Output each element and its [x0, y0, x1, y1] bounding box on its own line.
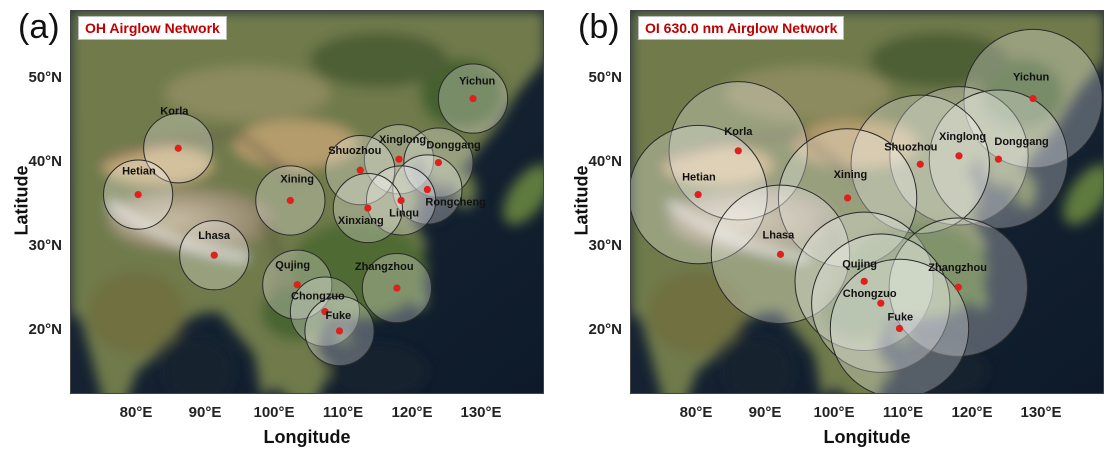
station-marker-rongcheng [423, 185, 431, 194]
station-marker-yichun [1029, 94, 1037, 103]
station-label-fuke: Fuke [326, 310, 352, 322]
station-label-rongcheng: Rongcheng [425, 197, 486, 209]
station-marker-shuozhou [916, 160, 924, 168]
station-label-xinxiang: Xinxiang [338, 215, 384, 227]
station-label-lhasa: Lhasa [198, 230, 231, 242]
station-marker-shuozhou [356, 166, 364, 174]
station-marker-xining [843, 194, 852, 202]
panel-letter: (b) [578, 8, 620, 46]
station-marker-korla [734, 147, 742, 155]
x-axis-title: Longitude [263, 427, 351, 447]
station-marker-chongzuo [877, 299, 885, 307]
lat-tick-label: 30°N [28, 237, 62, 254]
station-marker-linqu [397, 196, 405, 205]
station-marker-yichun [469, 94, 477, 103]
station-label-chongzuo: Chongzuo [291, 291, 345, 303]
station-marker-qujing [860, 277, 868, 285]
station-marker-fuke [335, 327, 344, 335]
lon-tick-label: 80°E [679, 404, 713, 421]
lat-tick-label: 50°N [588, 69, 622, 86]
lat-tick-label: 30°N [588, 237, 622, 254]
station-marker-qujing [293, 281, 301, 289]
lon-tick-label: 90°E [188, 404, 222, 421]
station-label-qujing: Qujing [842, 258, 877, 270]
station-marker-hetian [694, 190, 702, 199]
station-label-xinglong: Xinglong [939, 131, 986, 143]
station-label-xining: Xining [834, 169, 868, 181]
station-label-hetian: Hetian [122, 166, 156, 178]
terrain-layer [71, 11, 543, 393]
stations: Yichun Korla Hetian Xinglong Donggang Shuozho… [682, 72, 1050, 333]
lat-tick-label: 40°N [28, 153, 62, 170]
map-title: OI 630.0 nm Airglow Network [638, 16, 845, 40]
x-axis-title: Longitude [823, 427, 911, 447]
lon-tick-label: 120°E [951, 404, 993, 421]
station-label-xinglong: Xinglong [379, 134, 426, 146]
station-marker-zhangzhou [954, 283, 962, 291]
station-label-lhasa: Lhasa [763, 229, 796, 241]
station-label-korla: Korla [724, 126, 753, 138]
station-marker-donggang [994, 155, 1003, 163]
lat-tick-label: 20°N [28, 321, 62, 338]
lat-tick-label: 20°N [588, 321, 622, 338]
station-label-donggang: Donggang [426, 140, 480, 152]
station-marker-korla [174, 144, 182, 152]
lon-tick-label: 110°E [322, 404, 364, 421]
station-label-korla: Korla [160, 105, 189, 117]
station-label-qujing: Qujing [275, 260, 310, 272]
station-marker-xinglong [955, 152, 963, 160]
station-label-yichun: Yichun [1013, 72, 1050, 84]
map-title: OH Airglow Network [78, 16, 227, 40]
station-marker-hetian [134, 190, 142, 199]
map-oh: Yichun Korla Hetian Xinglong Donggang Shuozho… [71, 11, 543, 393]
station-marker-xinxiang [364, 204, 372, 212]
lon-tick-label: 130°E [460, 404, 502, 421]
station-label-zhangzhou: Zhangzhou [928, 262, 987, 274]
station-marker-fuke [895, 324, 904, 333]
panel-letter: (a) [18, 8, 60, 46]
panel-oi-network: (b) Yichun Korla Hetian Xinglong Donggang Shu… [556, 0, 1112, 455]
panel-oh-network: (a) Yichun Korla Hetian Xinglong Donggang Shu… [11, 8, 544, 447]
station-label-shuozhou: Shuozhou [884, 141, 937, 153]
y-axis-title: Latitude [571, 165, 592, 236]
lat-tick-label: 50°N [28, 69, 62, 86]
station-marker-xining [286, 196, 294, 205]
station-label-yichun: Yichun [459, 76, 496, 88]
lon-tick-label: 130°E [1020, 404, 1062, 421]
lon-tick-label: 110°E [882, 404, 924, 421]
station-marker-lhasa [210, 251, 218, 259]
map-frame: Yichun Korla Hetian Xinglong Donggang Shuozho… [70, 10, 544, 394]
lon-tick-label: 100°E [813, 404, 855, 421]
station-label-donggang: Donggang [994, 136, 1048, 148]
station-label-fuke: Fuke [888, 312, 914, 324]
station-marker-donggang [434, 158, 443, 167]
station-marker-xinglong [395, 155, 403, 163]
station-label-chongzuo: Chongzuo [843, 288, 897, 300]
lon-tick-label: 120°E [391, 404, 433, 421]
lon-tick-label: 80°E [119, 404, 153, 421]
station-label-hetian: Hetian [682, 172, 716, 184]
station-marker-lhasa [776, 250, 785, 258]
lon-tick-label: 90°E [748, 404, 782, 421]
station-marker-zhangzhou [393, 284, 401, 292]
lon-tick-label: 100°E [253, 404, 295, 421]
lat-tick-label: 40°N [588, 153, 622, 170]
station-label-linqu: Linqu [389, 208, 419, 220]
map-frame: Yichun Korla Hetian Xinglong Donggang Shuozho… [630, 10, 1104, 394]
terrain-layer [631, 11, 1103, 393]
y-axis-title: Latitude [11, 165, 32, 236]
station-label-xining: Xining [280, 174, 314, 186]
station-label-zhangzhou: Zhangzhou [355, 261, 414, 273]
map-oi: Yichun Korla Hetian Xinglong Donggang Shuozho… [631, 11, 1103, 393]
station-label-shuozhou: Shuozhou [328, 145, 381, 157]
station-marker-chongzuo [321, 308, 329, 316]
stations: Yichun Korla Hetian Xinglong Donggang Shuozho… [122, 76, 496, 335]
